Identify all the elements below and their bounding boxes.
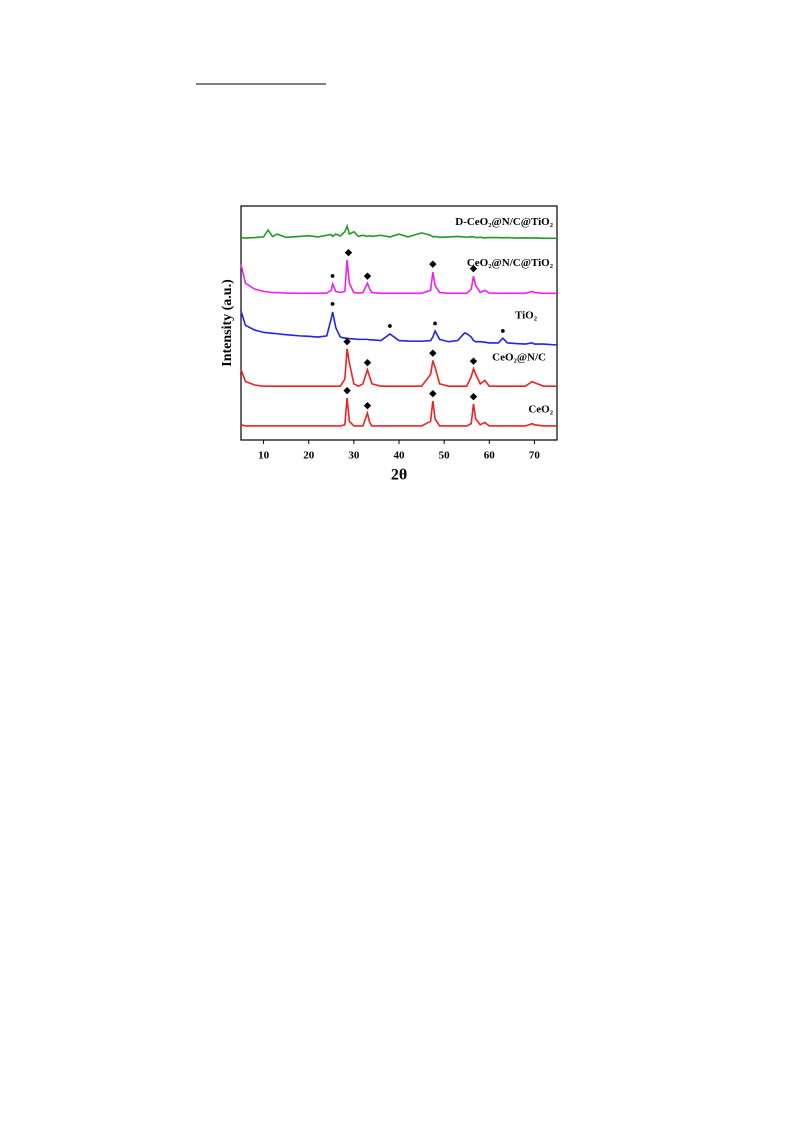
series-line — [240, 311, 558, 346]
x-tick-label: 40 — [394, 450, 406, 462]
peak-marker: ● — [330, 270, 335, 280]
peak-marker: ◆ — [469, 356, 478, 366]
x-tick-label: 50 — [439, 450, 451, 462]
y-axis-label: Intensity (a.u.) — [220, 279, 235, 367]
peak-marker: ◆ — [363, 400, 372, 410]
series-label: CeO₂ — [528, 403, 553, 415]
peak-marker: ◆ — [363, 270, 372, 280]
x-tick-label: 10 — [258, 450, 270, 462]
series-label: D-CeO₂@N/C@TiO₂ — [455, 216, 553, 228]
peak-marker: ◆ — [343, 336, 352, 346]
series-line — [240, 397, 557, 427]
peak-marker: ◆ — [428, 347, 437, 357]
series-label: CeO₂@N/C — [492, 352, 546, 364]
peak-marker: ◆ — [363, 357, 372, 367]
x-tick-label: 20 — [303, 450, 315, 462]
series-line — [240, 223, 557, 240]
series-line — [240, 259, 557, 295]
peak-marker: ● — [432, 318, 437, 328]
peak-marker: ◆ — [344, 247, 353, 257]
peak-marker: ◆ — [469, 263, 478, 273]
peak-marker: ◆ — [343, 385, 352, 395]
x-tick-label: 70 — [529, 450, 541, 462]
peak-marker: ◆ — [428, 259, 437, 269]
peak-marker: ● — [387, 321, 392, 331]
series-label: TiO₂ — [515, 310, 538, 322]
x-tick-label: 60 — [484, 450, 496, 462]
peak-marker: ● — [330, 298, 335, 308]
peak-marker: ◆ — [428, 388, 437, 398]
peak-marker: ● — [500, 325, 505, 335]
series-label: CeO₂@N/C@TiO₂ — [467, 257, 554, 269]
peak-marker: ◆ — [469, 391, 478, 401]
series-line — [240, 348, 557, 388]
x-tick-label: 30 — [348, 450, 360, 462]
plot-frame — [240, 205, 558, 441]
x-axis-label: 2θ — [391, 467, 407, 484]
